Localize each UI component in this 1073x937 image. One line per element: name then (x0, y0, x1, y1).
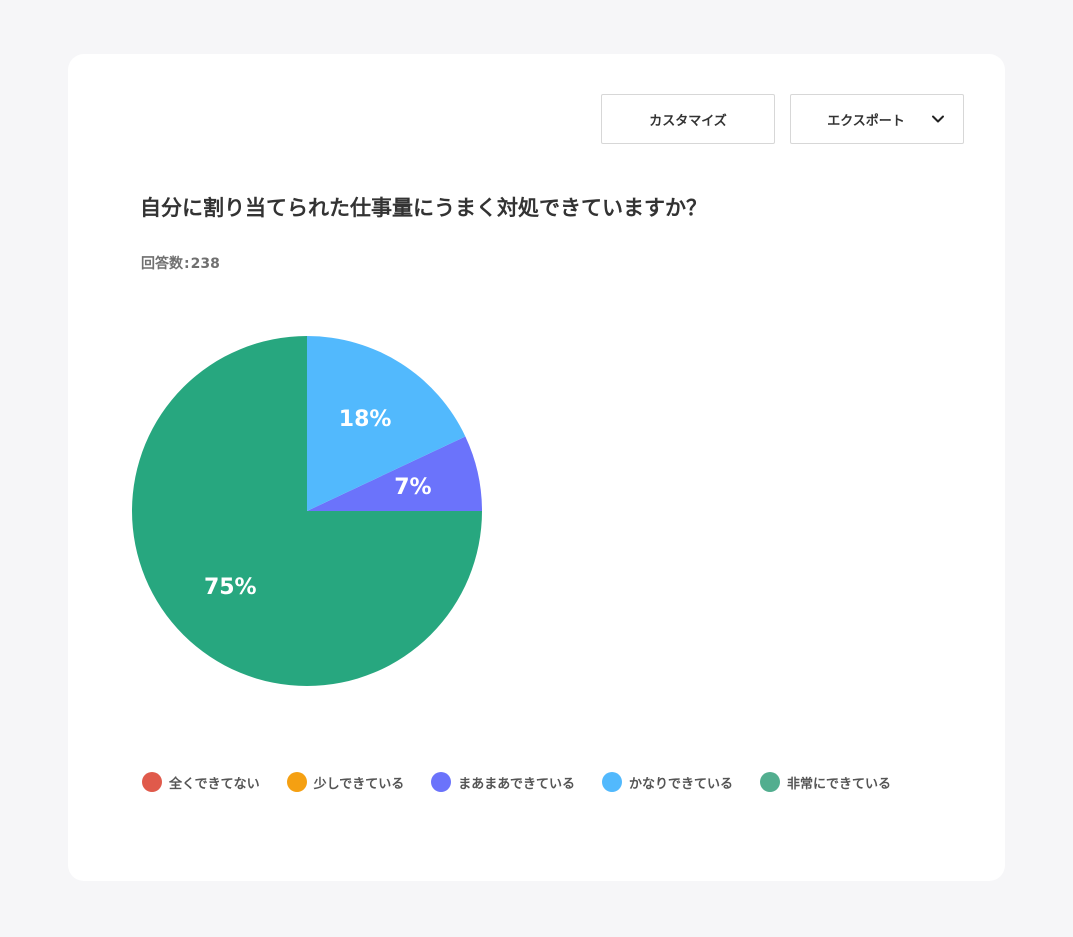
pie-slice-label-3: 7% (394, 475, 431, 500)
legend-label: 少しできている (313, 776, 405, 792)
pie-slice-5 (132, 336, 482, 686)
response-count-value: 238 (190, 256, 220, 272)
legend-swatch (431, 772, 452, 792)
pie-slice-label-5: 75% (204, 575, 257, 600)
response-count: 回答数:238 (141, 256, 220, 272)
customize-button-label: カスタマイズ (649, 113, 727, 129)
response-count-label: 回答数 (141, 256, 183, 272)
legend-item[interactable]: まあまあできている (431, 772, 575, 792)
legend-item[interactable]: 全くできてない (142, 772, 260, 792)
legend-swatch (142, 772, 162, 792)
chevron-down-icon (932, 115, 944, 123)
survey-card: カスタマイズ エクスポート 自分に割り当てられた仕事量にうまく対処できていますか… (68, 54, 1005, 881)
legend-label: まあまあできている (458, 776, 575, 792)
pie-slice-4 (307, 336, 466, 511)
customize-button[interactable]: カスタマイズ (601, 94, 775, 144)
legend-label: 非常にできている (787, 776, 892, 792)
export-button-label: エクスポート (827, 113, 905, 129)
pie-slice-3 (307, 436, 482, 511)
pie-chart: 7% 18% 75% (132, 336, 482, 686)
legend-label: かなりできている (629, 776, 734, 792)
legend-item[interactable]: 非常にできている (760, 772, 891, 792)
export-dropdown-button[interactable]: エクスポート (790, 94, 964, 144)
chart-legend: 全くできてない 少しできている まあまあできている かなりできている 非常にできている (142, 772, 918, 792)
legend-swatch (286, 772, 307, 792)
legend-swatch (602, 772, 622, 792)
legend-label: 全くできてない (169, 776, 260, 792)
pie-slice-label-4: 18% (339, 407, 392, 432)
legend-item[interactable]: 少しできている (286, 772, 405, 792)
legend-item[interactable]: かなりできている (602, 772, 733, 792)
legend-swatch (760, 772, 781, 792)
question-title: 自分に割り当てられた仕事量にうまく対処できていますか？ (140, 196, 707, 220)
